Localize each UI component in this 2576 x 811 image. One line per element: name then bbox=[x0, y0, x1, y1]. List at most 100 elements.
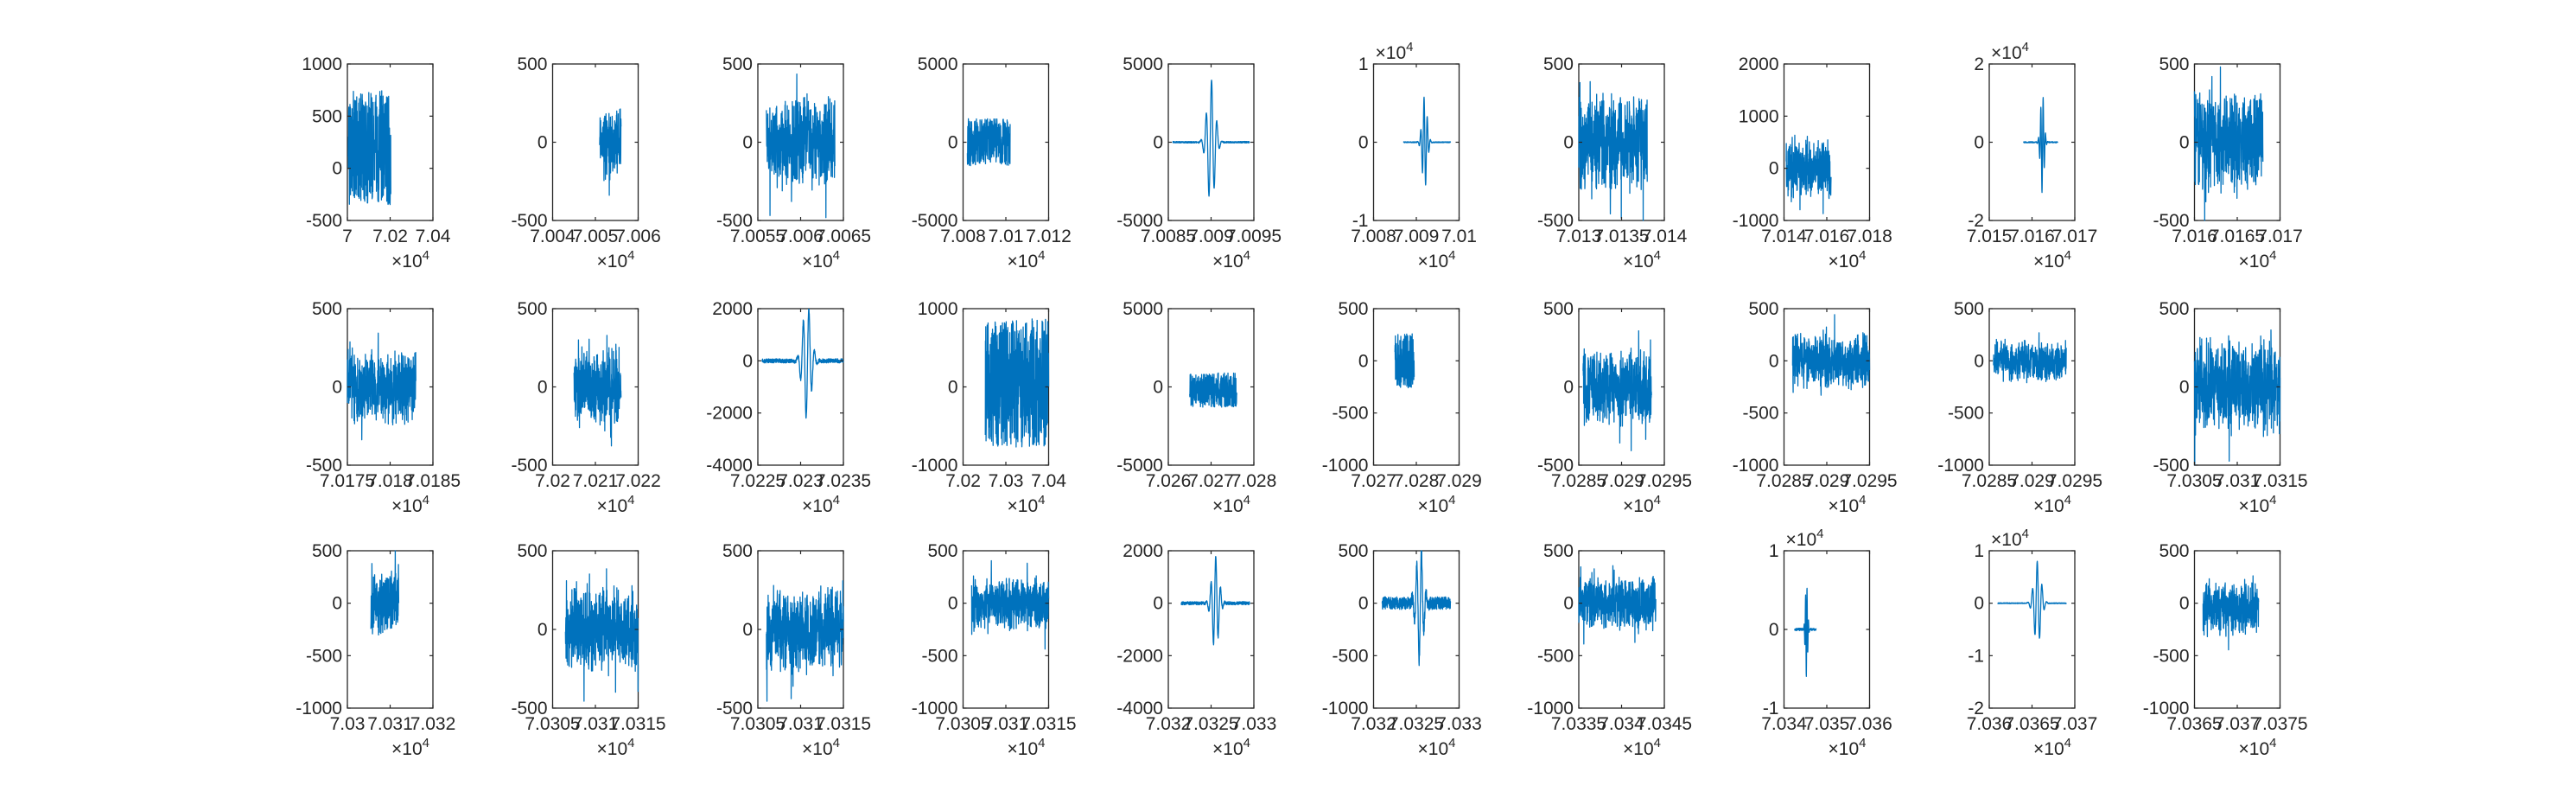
x-tick-label: 7.0335 bbox=[1551, 714, 1606, 734]
signal-trace bbox=[766, 580, 844, 702]
x-tick-label: 7.0285 bbox=[1551, 471, 1606, 491]
y-tick-label: -500 bbox=[716, 211, 753, 231]
x-exponent-label: ×104 bbox=[2239, 493, 2277, 516]
signal-trace bbox=[1785, 134, 1832, 214]
x-tick-label: 7.027 bbox=[1351, 471, 1396, 491]
y-tick-label: 0 bbox=[1358, 133, 1369, 153]
x-tick-label: 7.0325 bbox=[1183, 714, 1238, 734]
y-tick-label: 2000 bbox=[1739, 54, 1779, 74]
y-tick-label: 0 bbox=[742, 133, 753, 153]
x-exponent-label: ×104 bbox=[2239, 736, 2277, 759]
signal-trace bbox=[761, 308, 844, 419]
y-tick-label: 0 bbox=[2179, 594, 2190, 614]
y-tick-label: 500 bbox=[517, 54, 547, 74]
y-tick-label: -1000 bbox=[1937, 456, 1984, 476]
axes-frame bbox=[1167, 550, 1255, 709]
axes-frame bbox=[347, 550, 434, 709]
x-tick-label: 7.026 bbox=[1146, 471, 1192, 491]
x-exponent-label: ×104 bbox=[1829, 493, 1867, 516]
x-tick-label: 7.033 bbox=[1436, 714, 1482, 734]
x-exponent-label: ×104 bbox=[1008, 736, 1046, 759]
y-tick-label: 500 bbox=[2159, 299, 2189, 319]
signal-trace bbox=[1381, 550, 1452, 667]
x-tick-label: 7.031 bbox=[2215, 471, 2261, 491]
y-tick-label: 2000 bbox=[712, 299, 753, 319]
y-tick-label: 1000 bbox=[918, 299, 958, 319]
x-tick-label: 7.036 bbox=[1847, 714, 1892, 734]
y-exponent-label: ×104 bbox=[1376, 40, 1414, 63]
y-tick-label: 5000 bbox=[918, 54, 958, 74]
y-tick-label: 0 bbox=[742, 620, 753, 640]
y-tick-label: 0 bbox=[1153, 594, 1163, 614]
y-tick-label: 0 bbox=[537, 378, 548, 398]
x-exponent-label: ×104 bbox=[2033, 248, 2071, 271]
y-tick-label: -500 bbox=[2153, 456, 2189, 476]
axes-frame bbox=[1988, 550, 2076, 709]
y-tick-label: 500 bbox=[517, 541, 547, 561]
y-tick-label: 0 bbox=[537, 620, 548, 640]
x-tick-label: 7.0065 bbox=[816, 227, 871, 246]
x-tick-label: 7.0305 bbox=[2166, 471, 2222, 491]
y-tick-label: -500 bbox=[306, 646, 342, 666]
y-tick-label: -5000 bbox=[1116, 456, 1163, 476]
x-exponent-label: ×104 bbox=[2033, 736, 2071, 759]
signal-trace bbox=[766, 73, 836, 219]
x-tick-label: 7.018 bbox=[1847, 227, 1892, 246]
x-tick-label: 7.032 bbox=[410, 714, 456, 734]
x-tick-label: 7.0305 bbox=[730, 714, 786, 734]
x-tick-label: 7.0315 bbox=[1021, 714, 1076, 734]
signal-trace bbox=[970, 559, 1050, 650]
y-tick-label: 0 bbox=[1358, 594, 1369, 614]
x-tick-label: 7.0295 bbox=[1637, 471, 1692, 491]
x-tick-label: 7.0235 bbox=[816, 471, 871, 491]
signal-trace bbox=[1578, 565, 1657, 645]
y-tick-label: 0 bbox=[1974, 351, 1984, 371]
x-tick-label: 7.0375 bbox=[2252, 714, 2307, 734]
x-exponent-label: ×104 bbox=[1623, 248, 1661, 271]
y-tick-label: -500 bbox=[1537, 456, 1574, 476]
y-tick-label: 0 bbox=[1974, 133, 1984, 153]
y-tick-label: 1000 bbox=[1739, 106, 1779, 126]
y-tick-label: 2 bbox=[1974, 54, 1984, 74]
signal-trace bbox=[1180, 555, 1250, 646]
y-tick-label: 5000 bbox=[1123, 299, 1163, 319]
x-tick-label: 7.037 bbox=[2215, 714, 2261, 734]
y-exponent-label: ×104 bbox=[1991, 40, 2029, 63]
y-tick-label: -500 bbox=[1742, 404, 1778, 424]
y-tick-label: -500 bbox=[716, 699, 753, 718]
y-tick-label: 0 bbox=[1563, 594, 1574, 614]
y-tick-label: 0 bbox=[1358, 351, 1369, 371]
x-tick-label: 7.014 bbox=[1761, 227, 1807, 246]
x-exponent-label: ×104 bbox=[1212, 736, 1250, 759]
y-tick-label: 5000 bbox=[1123, 54, 1163, 74]
y-tick-label: 1 bbox=[1358, 54, 1369, 74]
x-tick-label: 7.01 bbox=[989, 227, 1024, 246]
y-tick-label: -1000 bbox=[2143, 699, 2190, 718]
x-tick-label: 7.028 bbox=[1394, 471, 1440, 491]
y-tick-label: 0 bbox=[742, 351, 753, 371]
x-tick-label: 7.021 bbox=[573, 471, 619, 491]
x-tick-label: 7.035 bbox=[1804, 714, 1850, 734]
x-tick-label: 7.0055 bbox=[730, 227, 786, 246]
x-tick-label: 7.0325 bbox=[1389, 714, 1444, 734]
x-exponent-label: ×104 bbox=[1212, 493, 1250, 516]
axes-frame bbox=[1578, 550, 1665, 709]
x-tick-label: 7.009 bbox=[1188, 227, 1234, 246]
x-tick-label: 7.0345 bbox=[1637, 714, 1692, 734]
x-tick-label: 7.034 bbox=[1761, 714, 1807, 734]
y-exponent-label: ×104 bbox=[1991, 527, 2029, 550]
y-tick-label: 500 bbox=[1543, 54, 1574, 74]
y-tick-label: -500 bbox=[1537, 211, 1574, 231]
